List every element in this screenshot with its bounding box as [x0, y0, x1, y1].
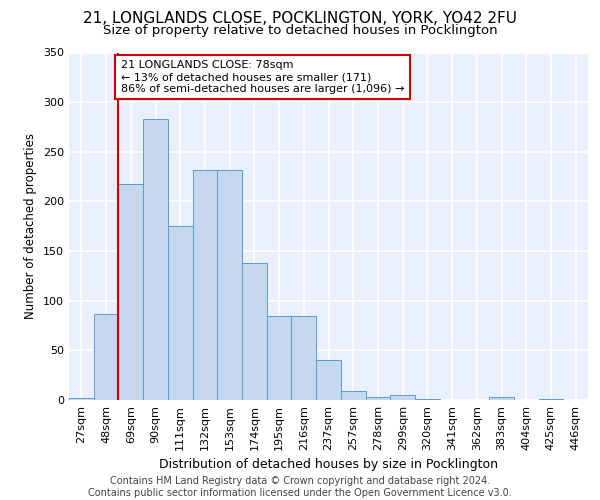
Bar	[118, 184, 143, 400]
Bar	[143, 119, 168, 400]
Bar	[168, 226, 193, 400]
Bar	[267, 316, 292, 400]
Text: Size of property relative to detached houses in Pocklington: Size of property relative to detached ho…	[103, 24, 497, 37]
Bar	[69, 398, 94, 400]
Bar	[341, 391, 365, 400]
Text: 21 LONGLANDS CLOSE: 78sqm
← 13% of detached houses are smaller (171)
86% of semi: 21 LONGLANDS CLOSE: 78sqm ← 13% of detac…	[121, 60, 404, 94]
X-axis label: Distribution of detached houses by size in Pocklington: Distribution of detached houses by size …	[159, 458, 498, 471]
Bar	[365, 397, 390, 400]
Y-axis label: Number of detached properties: Number of detached properties	[25, 133, 37, 320]
Bar	[94, 314, 118, 400]
Text: Contains HM Land Registry data © Crown copyright and database right 2024.
Contai: Contains HM Land Registry data © Crown c…	[88, 476, 512, 498]
Bar	[390, 395, 415, 400]
Bar	[217, 170, 242, 400]
Bar	[292, 316, 316, 400]
Bar	[316, 360, 341, 400]
Bar	[539, 399, 563, 400]
Bar	[415, 399, 440, 400]
Text: 21, LONGLANDS CLOSE, POCKLINGTON, YORK, YO42 2FU: 21, LONGLANDS CLOSE, POCKLINGTON, YORK, …	[83, 11, 517, 26]
Bar	[193, 170, 217, 400]
Bar	[242, 263, 267, 400]
Bar	[489, 397, 514, 400]
